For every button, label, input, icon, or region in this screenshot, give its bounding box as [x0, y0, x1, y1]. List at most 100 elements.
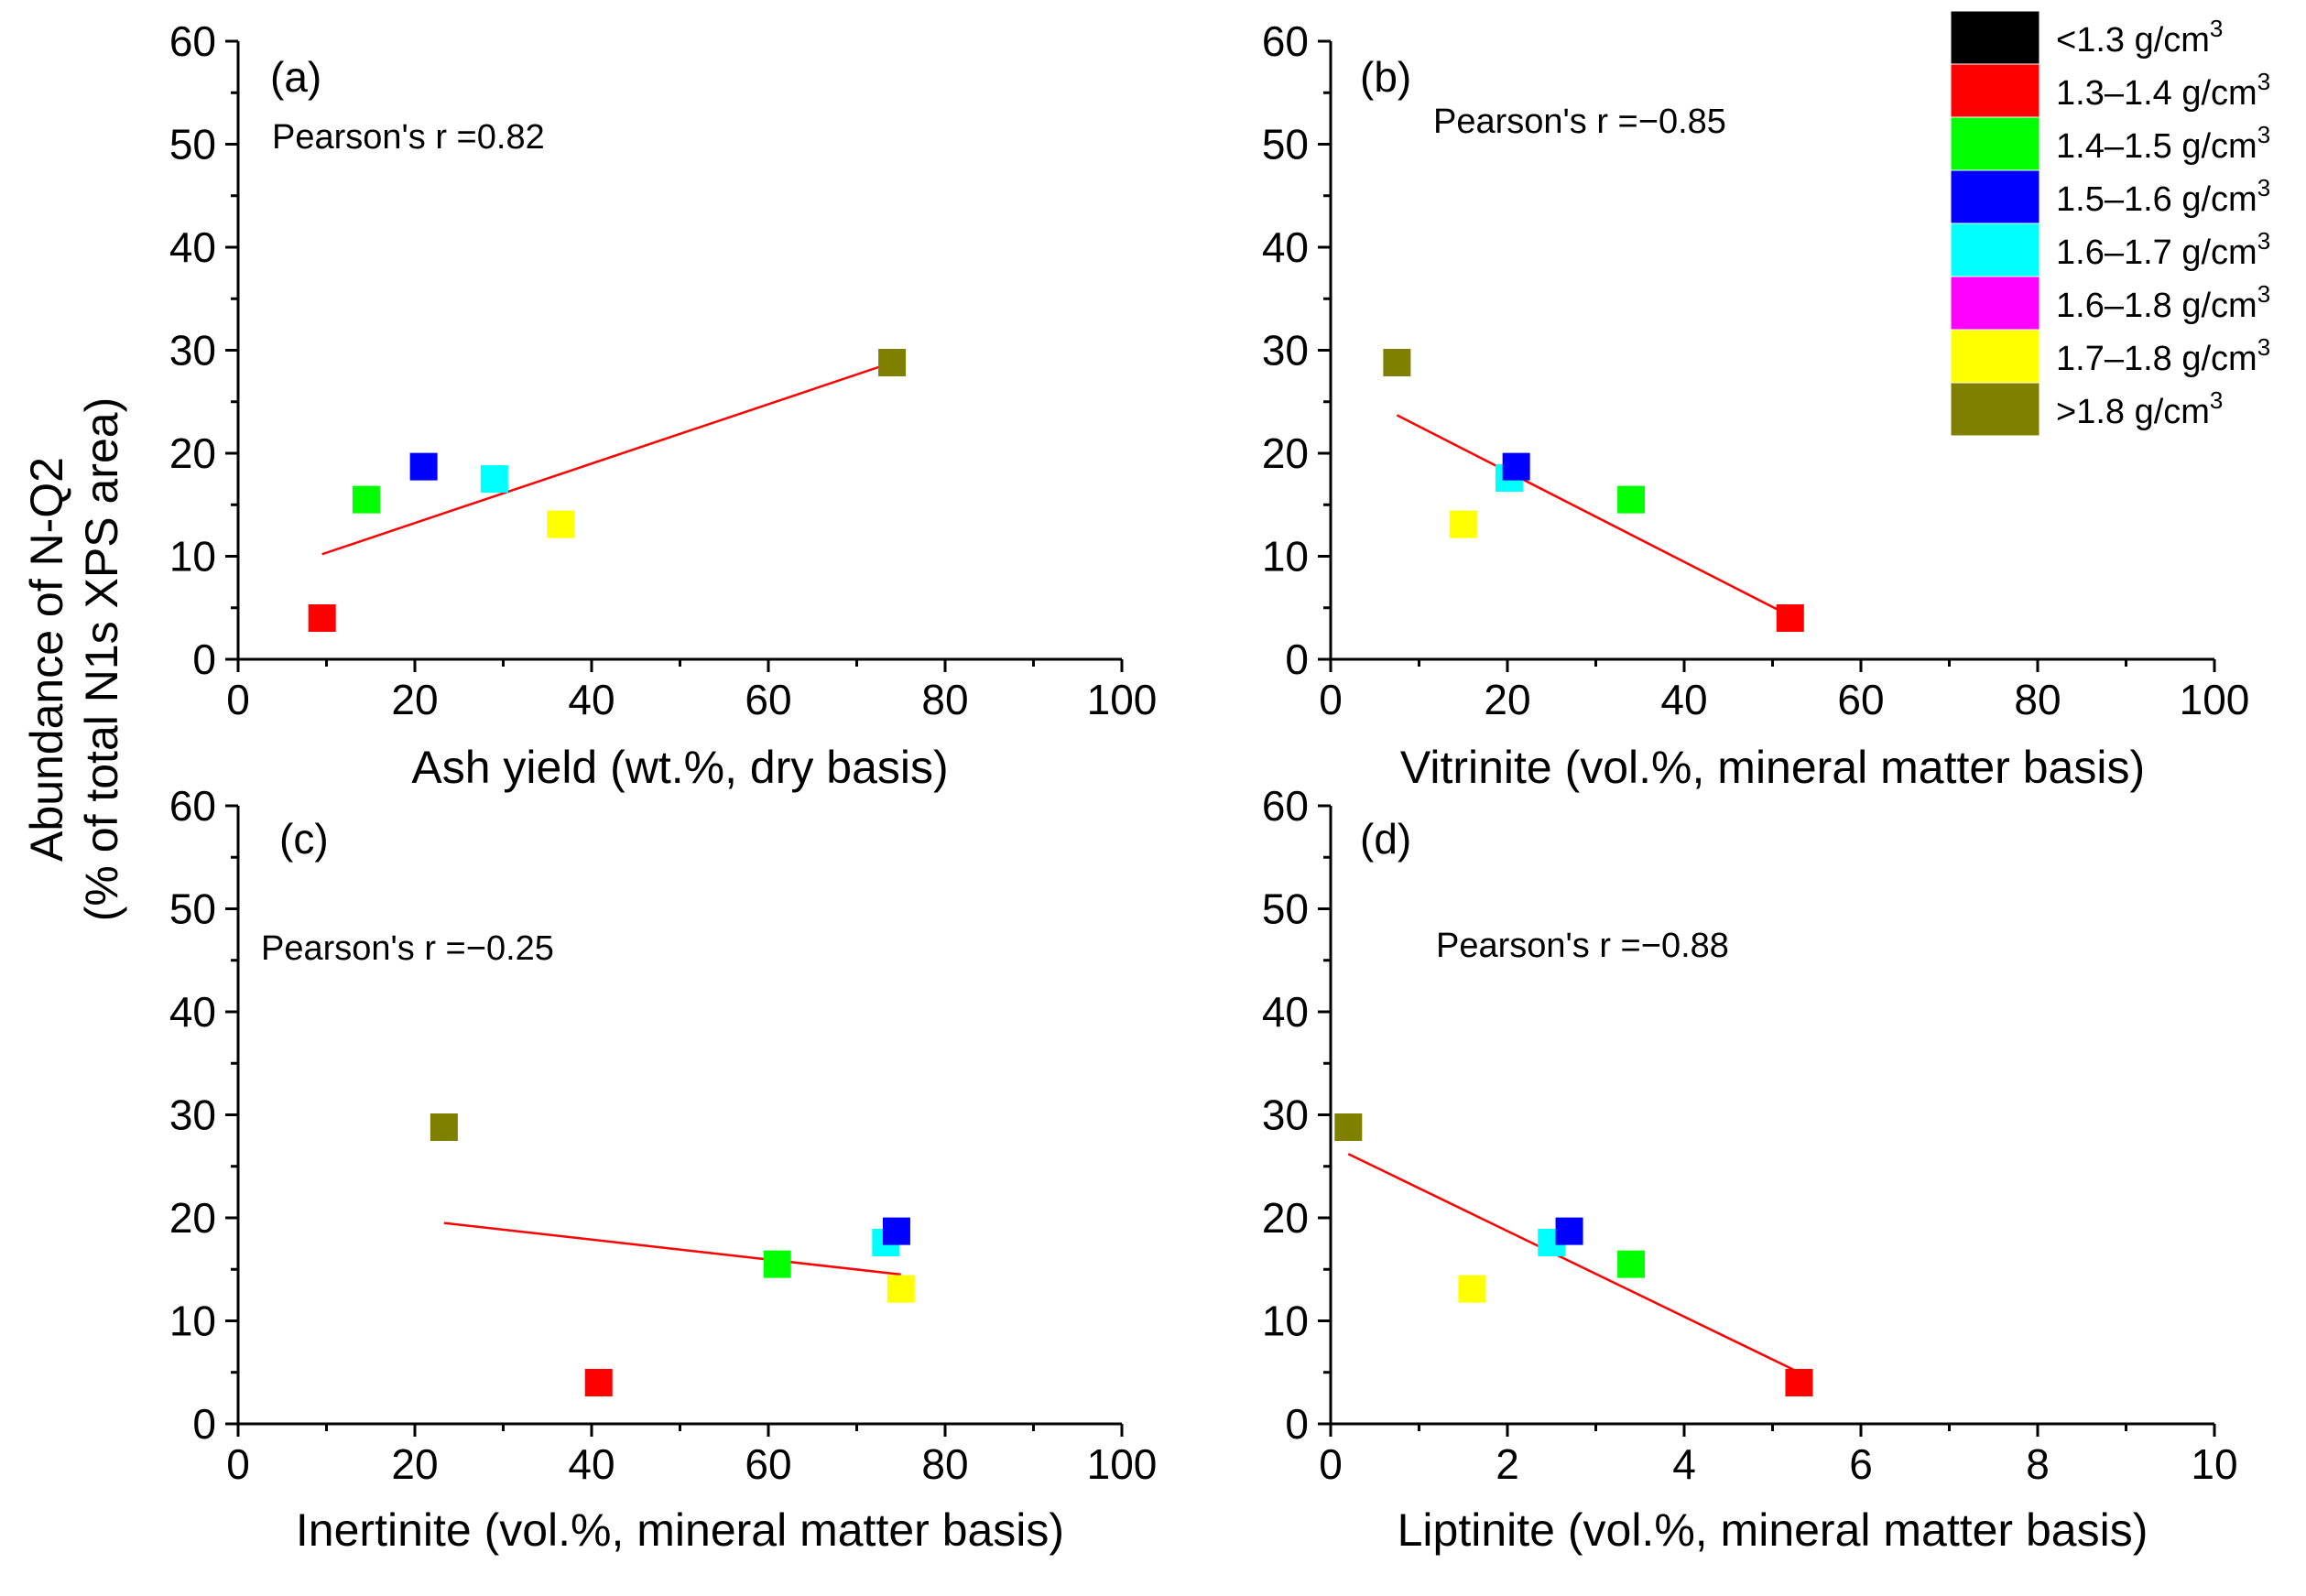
x-tick-label: 8 — [2026, 1440, 2050, 1488]
panel-label: (b) — [1360, 53, 1411, 101]
fit-line — [1347, 1153, 1800, 1373]
y-tick-label: 0 — [192, 1400, 216, 1448]
legend-label: >1.8 g/cm3 — [2056, 386, 2223, 431]
y-tick-label: 30 — [1262, 1091, 1309, 1139]
data-point-1.5-1.6 — [1555, 1217, 1583, 1245]
data-point-gt_1.8 — [878, 349, 907, 376]
y-tick-label: 60 — [1262, 17, 1309, 65]
x-tick-label: 0 — [226, 676, 250, 723]
y-tick-label: 40 — [1262, 223, 1309, 271]
x-tick-label: 80 — [921, 1440, 968, 1488]
data-point-1.7-1.8 — [887, 1275, 915, 1303]
panel-label: (a) — [270, 53, 321, 101]
x-tick-label: 60 — [745, 1440, 791, 1488]
data-point-gt_1.8 — [1334, 1113, 1363, 1141]
x-tick-label: 60 — [1837, 676, 1884, 723]
x-tick-label: 20 — [1484, 676, 1530, 723]
legend-label: <1.3 g/cm3 — [2056, 15, 2223, 60]
data-point-1.4-1.5 — [1617, 1250, 1646, 1278]
data-point-gt_1.8 — [430, 1113, 458, 1141]
x-tick-label: 10 — [2191, 1440, 2237, 1488]
fit-line — [321, 361, 893, 556]
pearson-annotation: Pearson's r =−0.88 — [1436, 927, 1729, 965]
legend-swatch-1.4-1.5 — [1950, 116, 2040, 171]
legend: <1.3 g/cm3 1.3–1.4 g/cm3 1.4–1.5 g/cm3 1.5–… — [1950, 10, 2270, 437]
panel-label: (c) — [279, 815, 329, 863]
x-tick-label: 60 — [745, 676, 791, 723]
x-tick-label: 0 — [1319, 1440, 1343, 1488]
panel-d: 0 2 4 6 8 10 0 10 20 30 40 50 60 (d) Pearson's r =−0.8… — [1262, 782, 2238, 1556]
panel-c: 0 20 40 60 80 100 0 10 20 30 40 50 60 (c) Pearson's r … — [169, 782, 1158, 1556]
fit-line — [443, 1221, 901, 1276]
data-point-1.5-1.6 — [409, 452, 438, 481]
x-tick-label: 40 — [568, 676, 615, 723]
data-point-1.7-1.8 — [1458, 1275, 1486, 1303]
data-point-1.4-1.5 — [1617, 485, 1646, 514]
y-tick-label: 50 — [169, 121, 216, 168]
y-tick-label: 30 — [1262, 327, 1309, 375]
legend-label: 1.4–1.5 g/cm3 — [2056, 121, 2270, 166]
data-point-1.3-1.4 — [1785, 1369, 1813, 1396]
x-axis-title: Liptinite (vol.%, mineral matter basis) — [1398, 1504, 2148, 1556]
x-tick-label: 80 — [2014, 676, 2061, 723]
y-axis-title-line1: Abundance of N-Q2 — [21, 457, 72, 862]
y-tick-label: 60 — [169, 782, 216, 830]
legend-label: 1.7–1.8 g/cm3 — [2056, 333, 2270, 378]
panel-b: 0 20 40 60 80 100 0 10 20 30 40 50 60 (b) Pearson's r … — [1262, 17, 2250, 793]
x-tick-label: 2 — [1496, 1440, 1519, 1488]
x-tick-label: 40 — [1660, 676, 1707, 723]
y-tick-label: 10 — [1262, 533, 1309, 581]
y-tick-label: 60 — [169, 17, 216, 65]
legend-label: 1.3–1.4 g/cm3 — [2056, 68, 2270, 113]
x-tick-label: 20 — [391, 676, 438, 723]
y-tick-label: 20 — [169, 429, 216, 477]
data-point-1.7-1.8 — [1449, 510, 1477, 538]
y-tick-label: 40 — [1262, 988, 1309, 1036]
y-tick-label: 20 — [1262, 429, 1309, 477]
y-tick-label: 10 — [169, 533, 216, 581]
pearson-annotation: Pearson's r =−0.25 — [261, 929, 554, 968]
x-tick-label: 100 — [1087, 1440, 1158, 1488]
y-tick-label: 20 — [169, 1194, 216, 1242]
data-point-1.5-1.6 — [1502, 452, 1530, 481]
x-tick-label: 0 — [1319, 676, 1343, 723]
y-tick-label: 60 — [1262, 782, 1309, 830]
data-point-1.7-1.8 — [547, 510, 575, 538]
panel-label: (d) — [1360, 815, 1411, 863]
data-point-1.4-1.5 — [352, 485, 380, 514]
legend-swatch-1.7-1.8 — [1950, 329, 2040, 384]
y-tick-label: 40 — [169, 988, 216, 1036]
x-tick-label: 100 — [2180, 676, 2250, 723]
legend-swatch-lt_1.3 — [1950, 10, 2040, 65]
legend-swatch-gt_1.8 — [1950, 382, 2040, 437]
x-tick-label: 40 — [568, 1440, 615, 1488]
pearson-annotation: Pearson's r =−0.85 — [1433, 103, 1726, 141]
legend-swatch-1.6-1.8 — [1950, 276, 2040, 331]
data-point-1.6-1.7 — [480, 465, 508, 494]
y-tick-label: 50 — [1262, 121, 1309, 168]
y-tick-label: 40 — [169, 223, 216, 271]
x-tick-label: 4 — [1672, 1440, 1696, 1488]
fit-line — [1396, 414, 1791, 617]
x-axis-title: Ash yield (wt.%, dry basis) — [411, 742, 948, 793]
x-tick-label: 20 — [391, 1440, 438, 1488]
y-tick-label: 0 — [1285, 1400, 1309, 1448]
y-axis-title-line2: (% of total N1s XPS area) — [76, 397, 127, 921]
x-tick-label: 100 — [1087, 676, 1158, 723]
legend-label: 1.6–1.8 g/cm3 — [2056, 280, 2270, 325]
y-tick-label: 20 — [1262, 1194, 1309, 1242]
data-point-1.3-1.4 — [308, 604, 336, 632]
legend-swatch-1.6-1.7 — [1950, 223, 2040, 277]
legend-swatch-1.5-1.6 — [1950, 169, 2040, 224]
y-tick-label: 30 — [169, 327, 216, 375]
data-point-gt_1.8 — [1383, 349, 1411, 376]
panel-a: 0 20 40 60 80 100 0 10 20 30 40 50 60 (a) Pearson's r … — [169, 17, 1158, 793]
legend-label: 1.6–1.7 g/cm3 — [2056, 227, 2270, 272]
x-tick-label: 0 — [226, 1440, 250, 1488]
x-axis-title: Vitrinite (vol.%, mineral matter basis) — [1400, 742, 2145, 793]
data-point-1.3-1.4 — [584, 1369, 613, 1396]
y-tick-label: 50 — [1262, 885, 1309, 933]
x-axis-title: Inertinite (vol.%, mineral matter basis) — [296, 1504, 1064, 1556]
y-tick-label: 50 — [169, 885, 216, 933]
